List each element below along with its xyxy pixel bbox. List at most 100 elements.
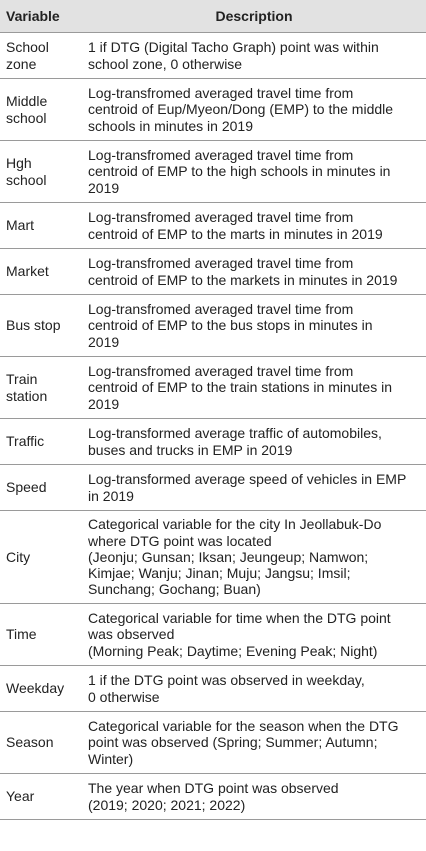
table-row: Bus stop Log-transfromed averaged travel … (0, 294, 426, 357)
description-line: centroid of EMP to the markets in minute… (88, 271, 398, 288)
description-line: (2019; 2020; 2021; 2022) (88, 796, 246, 813)
description-cell: Categorical variable for the city In Jeo… (82, 510, 426, 604)
variable-cell: Year (0, 773, 82, 820)
description-line: 2019 (88, 395, 120, 412)
description-cell: Log-transfromed averaged travel time fro… (82, 356, 426, 419)
table-header-row: Variable Description (0, 0, 426, 33)
description-line: Log-transfromed averaged travel time fro… (88, 255, 354, 272)
description-cell: Log-transfromed averaged travel time fro… (82, 248, 426, 295)
description-line: Log-transfromed averaged travel time fro… (88, 147, 354, 164)
table-row: School zone 1 if DTG (Digital Tacho Graph)… (0, 32, 426, 79)
table-row: Middle school Log-transfromed averaged tra… (0, 78, 426, 141)
variable-cell: Middle school (0, 78, 82, 141)
description-cell: Log-transformed average traffic of autom… (82, 418, 426, 465)
variable-name-line: School (6, 39, 49, 56)
description-line: Log-transformed average traffic of autom… (88, 425, 382, 442)
table-row: Speed Log-transformed average speed of ve… (0, 464, 426, 511)
variable-cell: Hgh school (0, 140, 82, 203)
table-row: Train station Log-transfromed averaged tra… (0, 356, 426, 419)
variable-cell: Speed (0, 464, 82, 511)
variable-description-table: Variable Description School zone 1 if DTG … (0, 0, 426, 820)
variable-name-line: school (6, 109, 47, 126)
description-line: centroid of EMP to the bus stops in minu… (88, 317, 373, 334)
variable-name-line: zone (6, 55, 37, 72)
description-line: Log-transfromed averaged travel time fro… (88, 209, 354, 226)
description-line: Kimjae; Wanju; Jinan; Muju; Jangsu; Imsi… (88, 565, 351, 582)
variable-cell: Bus stop (0, 294, 82, 357)
description-cell: Categorical variable for time when the D… (82, 603, 426, 666)
variable-name-line: Time (6, 626, 37, 643)
description-line: 2019 (88, 179, 120, 196)
description-line: (Jeonju; Gunsan; Iksan; Jeungeup; Namwon… (88, 548, 369, 565)
description-cell: 1 if the DTG point was observed in weekd… (82, 665, 426, 712)
table-row: Hgh school Log-transfromed averaged travel… (0, 140, 426, 203)
description-line: Winter) (88, 750, 134, 767)
table-row: Market Log-transfromed averaged travel ti… (0, 248, 426, 295)
description-cell: Log-transfromed averaged travel time fro… (82, 78, 426, 141)
variable-name-line: City (6, 548, 31, 565)
table-row: Year The year when DTG point was observed… (0, 773, 426, 820)
column-header-variable: Variable (0, 0, 82, 33)
description-cell: Categorical variable for the season when… (82, 711, 426, 774)
description-line: schools in minutes in 2019 (88, 117, 253, 134)
description-line: centroid of EMP to the high schools in m… (88, 163, 391, 180)
description-line: 1 if the DTG point was observed in weekd… (88, 672, 365, 689)
description-line: centroid of Eup/Myeon/Dong (EMP) to the … (88, 101, 394, 118)
description-line: centroid of EMP to the marts in minutes … (88, 225, 383, 242)
description-line: Log-transfromed averaged travel time fro… (88, 85, 354, 102)
table-row: Time Categorical variable for time when t… (0, 603, 426, 666)
description-line: 1 if DTG (Digital Tacho Graph) point was… (88, 39, 379, 56)
variable-name-line: Season (6, 734, 54, 751)
variable-cell: School zone (0, 32, 82, 79)
variable-name-line: Train (6, 371, 38, 388)
description-line: in 2019 (88, 487, 134, 504)
variable-cell: Train station (0, 356, 82, 419)
description-line: school zone, 0 otherwise (88, 55, 243, 72)
variable-name-line: Weekday (6, 680, 65, 697)
variable-name-line: Speed (6, 479, 47, 496)
description-cell: Log-transfromed averaged travel time fro… (82, 202, 426, 249)
description-line: Sunchang; Gochang; Buan) (88, 581, 261, 598)
variable-cell: Time (0, 603, 82, 666)
description-line: buses and trucks in EMP in 2019 (88, 441, 293, 458)
table-row: Mart Log-transfromed averaged travel time… (0, 202, 426, 249)
variable-cell: Market (0, 248, 82, 295)
table-row: Traffic Log-transformed average traffic o… (0, 418, 426, 465)
variable-name-line: Traffic (6, 433, 45, 450)
description-cell: Log-transformed average speed of vehicle… (82, 464, 426, 511)
variable-name-line: Hgh (6, 155, 32, 172)
description-line: Categorical variable for time when the D… (88, 610, 391, 627)
description-cell: Log-transfromed averaged travel time fro… (82, 140, 426, 203)
description-line: Categorical variable for the city In Jeo… (88, 516, 382, 533)
description-line: Categorical variable for the season when… (88, 718, 399, 735)
variable-name-line: station (6, 387, 48, 404)
variable-name-line: Year (6, 788, 35, 805)
table-row: Season Categorical variable for the seaso… (0, 711, 426, 774)
table-body: School zone 1 if DTG (Digital Tacho Graph)… (0, 32, 426, 820)
variable-cell: Traffic (0, 418, 82, 465)
variable-cell: City (0, 510, 82, 604)
variable-name-line: Market (6, 263, 49, 280)
variable-name-line: school (6, 171, 47, 188)
description-line: point was observed (Spring; Summer; Autu… (88, 734, 378, 751)
description-line: 2019 (88, 333, 120, 350)
description-line: where DTG point was located (88, 532, 272, 549)
description-cell: 1 if DTG (Digital Tacho Graph) point was… (82, 32, 426, 79)
column-header-description: Description (82, 0, 426, 33)
description-line: Log-transformed average speed of vehicle… (88, 471, 407, 488)
table-row: Weekday 1 if the DTG point was observed i… (0, 665, 426, 712)
description-line: The year when DTG point was observed (88, 780, 339, 797)
variable-cell: Mart (0, 202, 82, 249)
variable-name-line: Middle (6, 93, 48, 110)
description-line: Log-transfromed averaged travel time fro… (88, 363, 354, 380)
description-cell: The year when DTG point was observed (201… (82, 773, 426, 820)
variable-cell: Weekday (0, 665, 82, 712)
description-cell: Log-transfromed averaged travel time fro… (82, 294, 426, 357)
description-line: Log-transfromed averaged travel time fro… (88, 301, 354, 318)
variable-name-line: Bus stop (6, 317, 61, 334)
variable-cell: Season (0, 711, 82, 774)
description-line: (Morning Peak; Daytime; Evening Peak; Ni… (88, 642, 378, 659)
description-line: 0 otherwise (88, 688, 160, 705)
variable-name-line: Mart (6, 217, 34, 234)
table-row: City Categorical variable for the city In… (0, 510, 426, 604)
